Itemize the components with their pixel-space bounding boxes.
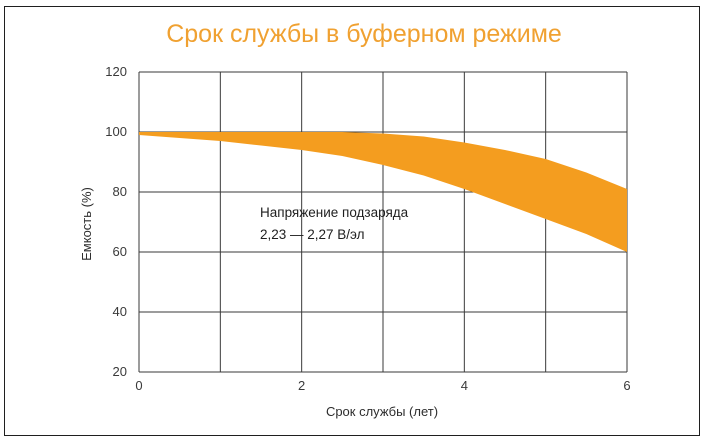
x-tick-label: 4 — [461, 378, 468, 393]
capacity-band — [139, 132, 627, 252]
chart-title: Срок службы в буферном режиме — [166, 20, 562, 48]
annotation-line-2: 2,23 — 2,27 В/эл — [260, 227, 365, 242]
y-tick-label: 60 — [113, 244, 127, 259]
y-tick-labels: 20 40 60 80 100 120 — [105, 64, 127, 379]
y-tick-label: 20 — [113, 364, 127, 379]
x-tick-label: 6 — [623, 378, 630, 393]
grid — [138, 71, 628, 373]
x-tick-label: 2 — [298, 378, 305, 393]
y-axis-label: Емкость (%) — [79, 187, 94, 261]
x-tick-labels: 0 2 4 6 — [135, 378, 630, 393]
y-tick-label: 40 — [113, 304, 127, 319]
y-tick-label: 100 — [105, 124, 127, 139]
x-tick-label: 0 — [135, 378, 142, 393]
annotation-line-1: Напряжение подзаряда — [260, 205, 409, 220]
x-axis-label: Срок службы (лет) — [326, 404, 438, 419]
y-tick-label: 120 — [105, 64, 127, 79]
y-tick-label: 80 — [113, 184, 127, 199]
